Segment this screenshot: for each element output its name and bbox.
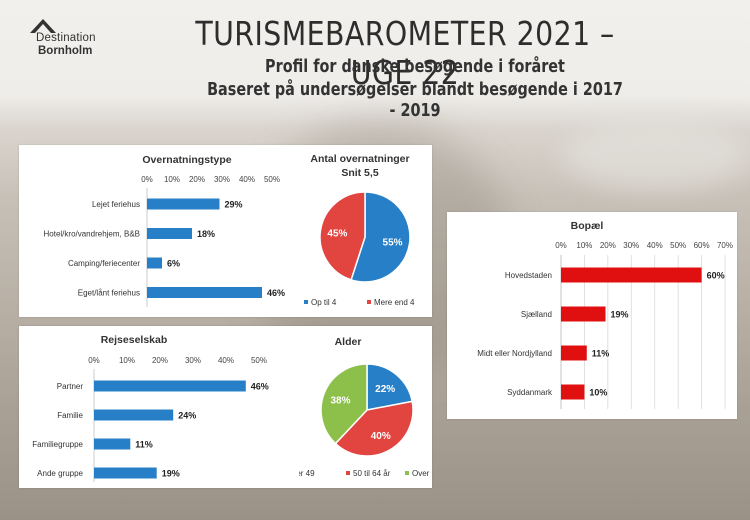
x-tick-label: 40% <box>647 241 663 250</box>
category-label: Ande gruppe <box>37 469 83 478</box>
overnatning-chart: Overnatningstype 0% 10% 20% 30% 40% 50% Lejet f… <box>44 154 285 307</box>
category-label: Hotel/kro/vandrehjem, B&B <box>44 230 141 239</box>
bar <box>561 345 587 361</box>
bar <box>561 267 702 283</box>
logo-roof-icon <box>30 19 56 33</box>
pie-slice <box>334 400 414 457</box>
bar <box>147 228 192 239</box>
legend-label: Mere end 4 <box>374 298 415 307</box>
bar <box>561 306 606 322</box>
bar <box>561 384 585 400</box>
legend-label: Op til 4 <box>311 298 337 307</box>
legend-marker <box>367 300 371 304</box>
panel-rejseselskab: Rejseselskab 0% 10% 20% 30% 40% 50% Partner 46% F… <box>19 326 432 488</box>
x-tick-label: 10% <box>119 356 135 365</box>
x-tick-label: 40% <box>239 175 255 184</box>
data-label: 11% <box>592 349 610 359</box>
data-label: 24% <box>178 411 196 421</box>
x-tick-label: 50% <box>251 356 267 365</box>
data-label: 46% <box>267 288 285 298</box>
data-label: 60% <box>707 271 725 281</box>
x-tick-label: 50% <box>264 175 280 184</box>
x-tick-label: 30% <box>623 241 639 250</box>
slice-label: 55% <box>383 237 403 248</box>
panel-bopael: Bopæl 0% 10% 20% 30% 40% 50% 60% 70% Hovedstaden 6… <box>447 212 737 419</box>
slice-label: 22% <box>375 384 395 395</box>
legend-marker <box>304 300 308 304</box>
data-label: 10% <box>589 388 607 398</box>
data-label: 18% <box>197 229 215 239</box>
data-label: 29% <box>225 200 243 210</box>
category-label: Midt eller Nordjylland <box>477 349 552 358</box>
bar <box>94 438 131 450</box>
pie-slice <box>319 191 366 281</box>
x-tick-label: 0% <box>88 356 100 365</box>
legend-marker <box>405 471 409 475</box>
legend-label: 50 til 64 år <box>353 469 391 478</box>
bar <box>147 198 220 210</box>
category-label: Hovedstaden <box>505 271 552 280</box>
legend-label: Over 65 år <box>412 469 432 478</box>
x-tick-label: 20% <box>600 241 616 250</box>
category-label: Eget/lånt feriehus <box>78 289 140 298</box>
chart-title: Overnatningstype <box>142 154 231 166</box>
chart-title: Bopæl <box>571 220 604 232</box>
category-label: Partner <box>57 382 84 391</box>
category-label: Familie <box>57 411 83 420</box>
x-tick-label: 30% <box>214 175 230 184</box>
bar <box>147 287 262 298</box>
data-label: 6% <box>167 259 180 269</box>
x-tick-label: 20% <box>189 175 205 184</box>
page-subtitle-2: Baseret på undersøgelser blandt besøgend… <box>207 79 623 121</box>
category-label: Familiegruppe <box>32 440 83 449</box>
destination-bornholm-logo: Destination Bornholm <box>18 18 138 58</box>
x-tick-label: 20% <box>152 356 168 365</box>
data-label: 19% <box>162 469 180 479</box>
slice-label: 38% <box>330 396 350 407</box>
slice-label: 45% <box>327 229 347 240</box>
logo-text-top: Destination <box>36 32 96 44</box>
bar <box>94 467 157 479</box>
x-tick-label: 60% <box>694 241 710 250</box>
x-tick-label: 0% <box>141 175 153 184</box>
category-label: Camping/feriecenter <box>68 259 140 268</box>
data-label: 11% <box>135 440 153 450</box>
x-tick-label: 30% <box>185 356 201 365</box>
bopael-chart: Bopæl 0% 10% 20% 30% 40% 50% 60% 70% Hovedstaden 6… <box>477 220 733 409</box>
antal-overnatninger-chart: Antal overnatninger Snit 5,5 55% 45% Op til … <box>304 153 415 307</box>
legend-label: under 49 <box>299 469 315 478</box>
chart-title: Rejseselskab <box>101 334 168 346</box>
category-label: Syddanmark <box>507 388 553 397</box>
bar <box>94 380 246 392</box>
logo-text-bottom: Bornholm <box>38 45 93 57</box>
rejseselskab-chart: Rejseselskab 0% 10% 20% 30% 40% 50% Partner 46% F… <box>32 334 269 482</box>
category-label: Lejet feriehus <box>92 200 140 209</box>
alder-chart: Alder 22% 40% 38% under 49 50 til 64 år Over 6… <box>299 336 432 478</box>
x-tick-label: 10% <box>164 175 180 184</box>
x-tick-label: 10% <box>576 241 592 250</box>
bar <box>147 257 162 269</box>
chart-subtitle: Snit 5,5 <box>341 167 379 179</box>
chart-title: Antal overnatninger <box>310 153 409 165</box>
bar <box>94 409 174 421</box>
x-tick-label: 50% <box>670 241 686 250</box>
slice-label: 40% <box>371 431 391 442</box>
page-title: TURISMEBAROMETER 2021 – UGE 22 <box>195 14 615 92</box>
background-photo-highlight <box>560 120 750 190</box>
pie-slice <box>350 191 411 283</box>
chart-title: Alder <box>335 336 362 348</box>
panel-overnatning: Overnatningstype 0% 10% 20% 30% 40% 50% Lejet f… <box>19 145 432 317</box>
data-label: 46% <box>251 382 269 392</box>
x-tick-label: 0% <box>555 241 567 250</box>
x-tick-label: 40% <box>218 356 234 365</box>
page-subtitle-1: Profil for danske besøgende i foråret <box>265 56 565 77</box>
pie-slice <box>320 363 368 445</box>
data-label: 19% <box>611 310 629 320</box>
pie-slice <box>366 363 414 411</box>
x-tick-label: 70% <box>717 241 733 250</box>
legend-marker <box>346 471 350 475</box>
category-label: Sjælland <box>521 310 552 319</box>
